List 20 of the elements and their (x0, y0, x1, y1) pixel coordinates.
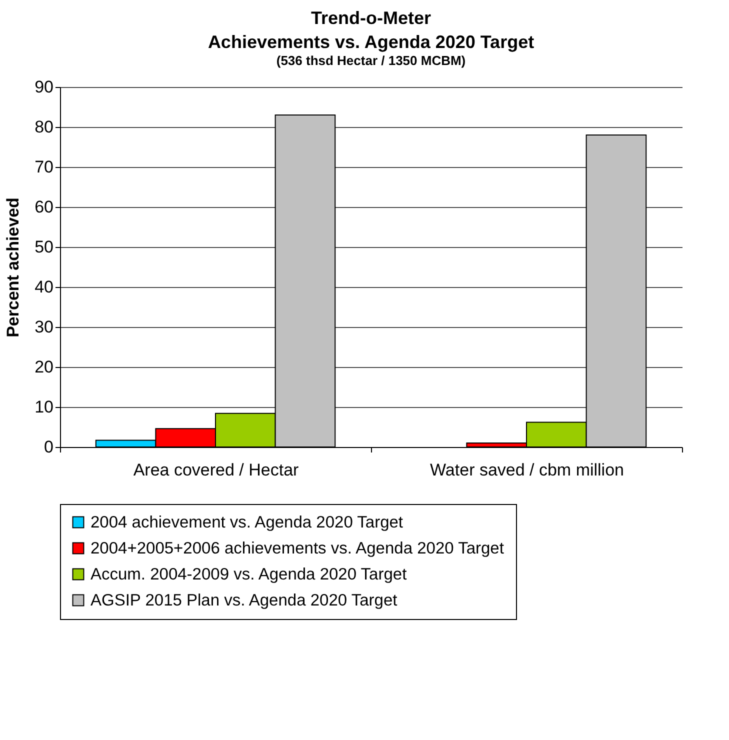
y-tick-label: 30 (34, 318, 54, 336)
legend-label: AGSIP 2015 Plan vs. Agenda 2020 Target (90, 591, 398, 610)
chart-title: Trend-o-Meter (310, 8, 432, 28)
legend-label: Accum. 2004-2009 vs. Agenda 2020 Target (90, 565, 408, 584)
legend-label: 2004+2005+2006 achievements vs. Agenda 2020 Target (90, 539, 504, 558)
y-tick-label: 40 (34, 278, 54, 296)
chart-subtitle: Achievements vs. Agenda 2020 Target (208, 32, 534, 52)
legend-label: 2004 achievement vs. Agenda 2020 Target (90, 513, 404, 532)
x-tick-label: Area covered / Hectar (133, 460, 300, 480)
y-tick-label: 10 (34, 398, 54, 416)
y-tick-label: 80 (34, 118, 54, 136)
y-tick-label: 50 (34, 238, 54, 256)
y-tick-label: 20 (34, 358, 54, 376)
y-axis-title: Percent achieved (4, 198, 23, 338)
y-tick-label: 70 (34, 158, 54, 176)
y-tick-label: 90 (34, 78, 54, 96)
y-tick-label: 60 (34, 198, 54, 216)
text: (536 thsd Hectar / 1350 MCBM) (276, 53, 466, 68)
x-tick-label: Water saved / cbm million (430, 460, 624, 480)
y-tick-label: 0 (44, 438, 54, 456)
